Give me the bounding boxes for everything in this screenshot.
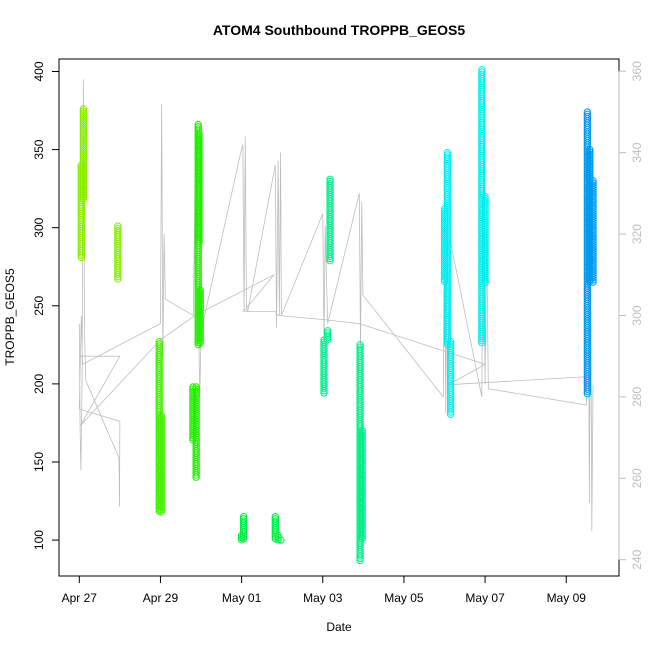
y2-tick-label: 340 <box>630 142 644 162</box>
data-point <box>583 387 592 396</box>
series-layer <box>77 66 597 565</box>
data-point <box>356 556 364 565</box>
y-tick-label: 350 <box>32 139 46 159</box>
y-axis-right: 240 260 280 300 320 340 360 <box>618 61 644 570</box>
data-point <box>320 387 328 395</box>
x-axis-label: Date <box>326 620 352 634</box>
secondary-path <box>80 274 591 426</box>
data-point <box>323 335 332 344</box>
data-point <box>481 276 489 284</box>
x-tick-label: May 01 <box>222 591 262 605</box>
x-tick-label: May 07 <box>465 591 505 605</box>
series-3 <box>237 512 285 544</box>
data-point <box>237 531 246 540</box>
data-point <box>583 390 592 398</box>
x-tick-label: May 09 <box>547 591 587 605</box>
series-1 <box>155 338 165 516</box>
data-point <box>195 233 203 242</box>
data-point <box>77 203 86 211</box>
data-point <box>77 251 86 259</box>
data-point <box>326 256 334 265</box>
data-point <box>79 195 88 203</box>
data-point <box>478 336 486 345</box>
data-point <box>79 193 88 201</box>
y-tick-label: 100 <box>32 530 46 550</box>
y-tick-label: 200 <box>32 374 46 394</box>
data-point <box>358 530 366 538</box>
secondary-series-layer <box>78 79 594 532</box>
data-point <box>157 508 165 516</box>
data-point <box>195 238 203 246</box>
secondary-spikes <box>78 79 594 532</box>
data-point <box>237 536 246 544</box>
y2-tick-label: 360 <box>630 61 644 81</box>
data-point <box>320 384 328 393</box>
data-point <box>589 276 597 284</box>
series-0 <box>77 105 122 283</box>
x-tick-label: Apr 29 <box>143 591 179 605</box>
data-point <box>358 534 366 543</box>
series-4 <box>320 175 366 565</box>
series-2 <box>189 120 204 481</box>
data-point <box>323 333 332 342</box>
chart-title: ATOM4 Southbound TROPPB_GEOS5 <box>213 22 465 38</box>
data-point <box>77 249 86 257</box>
y-axis-label: TROPPB_GEOS5 <box>3 268 17 366</box>
data-point <box>583 385 592 394</box>
data-point <box>79 191 88 199</box>
data-point <box>192 469 200 477</box>
x-tick-label: May 03 <box>303 591 343 605</box>
x-tick-label: Apr 27 <box>62 591 98 605</box>
y2-tick-label: 260 <box>630 468 644 488</box>
y2-tick-label: 240 <box>630 549 644 569</box>
data-point <box>320 389 328 397</box>
data-point <box>114 270 122 279</box>
data-point <box>358 532 366 541</box>
data-point <box>114 273 122 281</box>
x-tick-label: May 05 <box>384 591 424 605</box>
data-point <box>157 506 165 514</box>
series-6 <box>583 108 597 398</box>
data-point <box>192 473 200 481</box>
data-point <box>478 334 486 343</box>
data-point <box>326 252 334 260</box>
data-point <box>195 235 203 244</box>
data-point <box>589 273 597 282</box>
data-point <box>77 253 86 262</box>
data-point <box>237 533 246 542</box>
series-5 <box>440 66 489 419</box>
data-point <box>157 503 165 512</box>
data-point <box>196 337 204 345</box>
y-tick-label: 300 <box>32 217 46 237</box>
y-axis-left: 100 150 200 250 300 350 400 <box>32 61 60 550</box>
data-point <box>478 339 486 347</box>
data-point <box>481 278 489 286</box>
data-point <box>192 471 200 479</box>
data-point <box>196 339 204 347</box>
y-tick-label: 400 <box>32 61 46 81</box>
data-point <box>326 254 334 263</box>
data-point <box>274 536 282 544</box>
data-point <box>446 410 455 419</box>
x-axis: Apr 27 Apr 29 May 01 May 03 May 05 May 07 May … <box>62 575 587 605</box>
data-point <box>356 552 364 560</box>
y-tick-label: 250 <box>32 295 46 315</box>
data-point <box>114 275 122 283</box>
data-point <box>356 554 364 562</box>
data-point <box>481 274 489 282</box>
data-point <box>323 331 332 339</box>
data-point <box>589 278 597 286</box>
data-point <box>446 406 455 414</box>
plot-frame <box>58 58 620 577</box>
data-point <box>446 408 455 416</box>
y2-tick-label: 320 <box>630 224 644 244</box>
y2-tick-label: 300 <box>630 305 644 325</box>
data-point <box>196 334 204 343</box>
y-tick-label: 150 <box>32 452 46 472</box>
y2-tick-label: 280 <box>630 387 644 407</box>
data-point <box>277 536 285 544</box>
